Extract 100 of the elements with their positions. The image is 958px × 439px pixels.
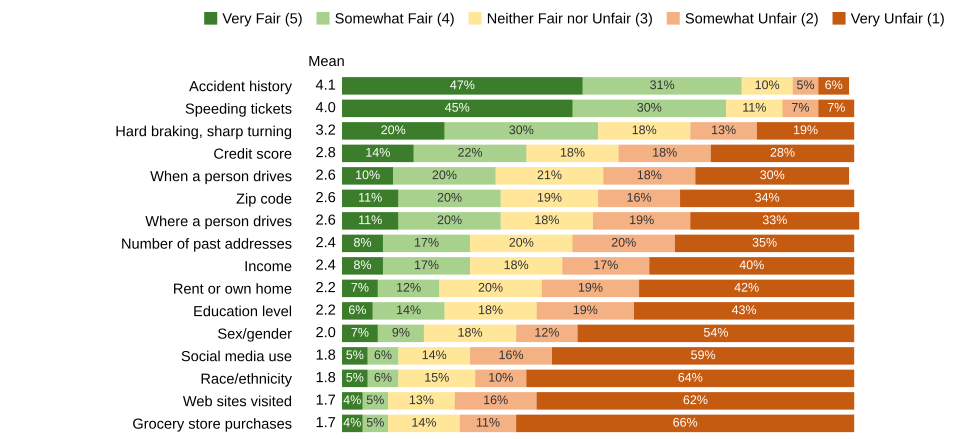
data-label: 42% bbox=[734, 282, 759, 292]
data-label: 45% bbox=[445, 102, 470, 112]
bar bbox=[475, 370, 526, 388]
bar bbox=[516, 414, 854, 432]
bar bbox=[470, 347, 552, 365]
y-tick-label: Race/ethnicity bbox=[202, 373, 292, 387]
bar bbox=[496, 167, 604, 185]
data-label: 22% bbox=[458, 148, 482, 157]
bar bbox=[680, 190, 854, 208]
y2-tick-label: 2.8 bbox=[316, 146, 336, 158]
y2-tick-label: 2.0 bbox=[316, 326, 336, 338]
y-tick-label: Education level bbox=[194, 306, 292, 316]
y2-tick-label: 4.0 bbox=[316, 102, 336, 112]
data-label: 30% bbox=[760, 170, 784, 180]
data-label: 9% bbox=[392, 328, 410, 337]
data-label: 20% bbox=[432, 170, 457, 180]
y-tick-label: Grocery store purchases bbox=[133, 418, 292, 432]
y-tick-label: Sex/gender bbox=[218, 328, 292, 342]
data-label: 66% bbox=[673, 418, 698, 427]
data-label: 11% bbox=[359, 192, 382, 202]
data-label: 30% bbox=[509, 125, 534, 134]
bar bbox=[368, 347, 398, 365]
bar bbox=[618, 144, 711, 162]
y-tick-label: Accident history bbox=[189, 80, 292, 94]
y-tick-label: Hard braking, sharp turning bbox=[116, 126, 292, 140]
data-label: 35% bbox=[752, 238, 777, 247]
bar bbox=[818, 100, 854, 118]
bar bbox=[582, 77, 742, 95]
bar bbox=[536, 302, 634, 320]
bar bbox=[500, 212, 593, 230]
bar bbox=[470, 257, 562, 275]
data-label: 31% bbox=[650, 80, 674, 90]
data-label: 20% bbox=[612, 238, 636, 247]
data-label: 19% bbox=[630, 215, 654, 224]
data-label: 5% bbox=[366, 395, 384, 404]
y2-tick-label: 2.6 bbox=[316, 169, 336, 180]
data-label: 62% bbox=[684, 395, 708, 404]
data-label: 17% bbox=[594, 260, 618, 270]
y2-tick-label: 2.4 bbox=[316, 259, 336, 270]
bar bbox=[562, 257, 650, 275]
bar bbox=[368, 370, 398, 388]
bar bbox=[342, 100, 572, 118]
data-label: 12% bbox=[535, 328, 559, 337]
bar bbox=[649, 257, 854, 275]
bar bbox=[378, 324, 424, 342]
data-label: 8% bbox=[354, 238, 372, 247]
data-label: 11% bbox=[359, 215, 382, 224]
data-label: 30% bbox=[637, 102, 662, 112]
bar bbox=[424, 324, 516, 342]
data-label: 47% bbox=[450, 80, 474, 90]
bar bbox=[372, 302, 444, 320]
data-label: 18% bbox=[458, 328, 482, 337]
data-label: 33% bbox=[762, 215, 787, 224]
data-label: 10% bbox=[756, 80, 780, 90]
data-label: 7% bbox=[352, 328, 369, 337]
bar bbox=[444, 302, 537, 320]
bar bbox=[674, 234, 854, 252]
data-label: 16% bbox=[484, 395, 508, 404]
bar bbox=[342, 122, 444, 140]
data-label: 64% bbox=[678, 372, 702, 382]
y2-tick-label: 1.8 bbox=[316, 349, 336, 360]
bar bbox=[378, 280, 440, 298]
bar bbox=[634, 302, 854, 320]
data-label: 13% bbox=[712, 125, 736, 134]
bar bbox=[398, 190, 501, 208]
data-label: 15% bbox=[425, 372, 449, 382]
data-label: 6% bbox=[825, 80, 842, 90]
data-label: 11% bbox=[743, 102, 766, 112]
data-label: 14% bbox=[397, 305, 421, 314]
legend-label: Very Fair (5) bbox=[222, 12, 302, 26]
bar bbox=[639, 280, 854, 298]
data-label: 19% bbox=[538, 192, 562, 202]
bar bbox=[342, 212, 398, 230]
bar bbox=[542, 280, 640, 298]
data-label: 19% bbox=[578, 282, 602, 292]
data-label: 14% bbox=[422, 350, 446, 360]
data-label: 6% bbox=[374, 372, 392, 382]
data-label: 5% bbox=[366, 418, 384, 427]
bar bbox=[710, 144, 854, 162]
data-label: 18% bbox=[560, 148, 585, 157]
data-label: 20% bbox=[438, 192, 462, 202]
data-label: 54% bbox=[704, 328, 728, 337]
bar bbox=[470, 234, 572, 252]
y-tick-label: Rent or own home bbox=[174, 283, 292, 294]
bar bbox=[398, 370, 476, 388]
bar bbox=[690, 122, 757, 140]
bar bbox=[592, 212, 690, 230]
data-label: 10% bbox=[356, 170, 380, 180]
bar bbox=[393, 167, 496, 185]
bar bbox=[603, 167, 696, 185]
y2-tick-label: 2.6 bbox=[316, 214, 336, 225]
data-label: 13% bbox=[410, 395, 434, 404]
bar bbox=[598, 190, 680, 208]
y2-tick-label: 2.4 bbox=[316, 236, 336, 248]
y-tick-label: Credit score bbox=[214, 148, 292, 159]
bar bbox=[578, 324, 854, 342]
bar bbox=[572, 100, 726, 118]
bar bbox=[439, 280, 542, 298]
legend-label: Neither Fair nor Unfair (3) bbox=[488, 12, 652, 26]
data-label: 12% bbox=[397, 282, 421, 292]
